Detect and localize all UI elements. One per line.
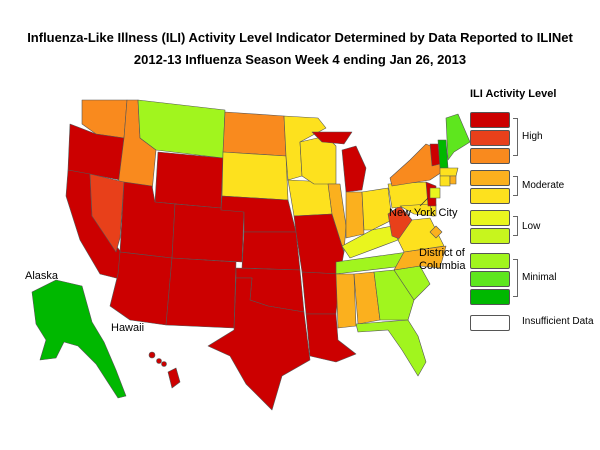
- legend-swatch-level-3: [470, 253, 510, 269]
- state-texas: [207, 277, 311, 411]
- label-hawaii: Hawaii: [111, 322, 145, 334]
- state-arizona: [109, 251, 173, 326]
- state-iowa: [287, 179, 333, 217]
- state-new-mexico: [165, 257, 237, 329]
- hawaii-island-2: [156, 358, 162, 364]
- label-dc-line1: District of: [419, 247, 465, 259]
- legend-swatch-level-9: [470, 130, 510, 146]
- hawaii-island-1: [148, 351, 156, 359]
- legend-bracket-moderate: [513, 176, 518, 196]
- state-massachusetts: [439, 167, 459, 177]
- label-dc-line2: Columbia: [419, 260, 466, 272]
- label-new-york-city: New York City: [389, 207, 458, 219]
- legend-swatch-level-8: [470, 148, 510, 164]
- state-indiana: [345, 191, 365, 239]
- state-illinois: [327, 183, 347, 253]
- state-south-dakota: [221, 151, 289, 201]
- state-georgia: [373, 269, 415, 321]
- state-wisconsin: [299, 135, 337, 185]
- map-subtitle: 2012-13 Influenza Season Week 4 ending J…: [133, 52, 467, 67]
- legend-bracket-high: [513, 118, 518, 156]
- state-arkansas: [301, 271, 341, 315]
- legend-swatch-level-1: [470, 289, 510, 305]
- legend-label-low: Low: [522, 221, 541, 232]
- state-alaska: [31, 279, 127, 399]
- legend-swatch-level-6: [470, 188, 510, 204]
- hawaii-island-3: [161, 361, 167, 367]
- dc-marker: [429, 225, 443, 239]
- state-mississippi: [335, 273, 357, 329]
- nyc-leader-line: [419, 197, 429, 207]
- state-new-hampshire: [437, 139, 449, 169]
- legend-swatch-level-7: [470, 170, 510, 186]
- legend-bracket-minimal: [513, 259, 518, 297]
- label-alaska: Alaska: [25, 270, 59, 282]
- legend-label-high: High: [522, 131, 543, 142]
- legend-swatch-level-2: [470, 271, 510, 287]
- state-louisiana: [305, 313, 357, 363]
- state-hawaii: [167, 367, 181, 389]
- state-montana: [137, 99, 226, 159]
- state-rhode-island: [449, 175, 457, 185]
- state-north-dakota: [222, 111, 287, 157]
- map-title: Influenza-Like Illness (ILI) Activity Le…: [27, 30, 573, 45]
- state-connecticut: [439, 175, 451, 187]
- state-florida: [355, 319, 427, 377]
- state-nevada: [89, 173, 125, 253]
- legend-swatch-level-10: [470, 112, 510, 128]
- state-ohio: [361, 187, 393, 231]
- state-michigan-lower: [341, 145, 367, 193]
- legend-swatch-level-5: [470, 210, 510, 226]
- state-wyoming: [154, 151, 224, 209]
- legend-label-insufficient: Insufficient Data: [522, 316, 594, 327]
- legend-label-minimal: Minimal: [522, 272, 557, 283]
- state-maine: [445, 113, 471, 161]
- state-kansas: [241, 231, 301, 271]
- legend-bracket-low: [513, 216, 518, 236]
- legend-label-moderate: Moderate: [522, 180, 565, 191]
- new-york-city-marker: [429, 187, 441, 199]
- state-colorado: [171, 203, 245, 263]
- legend-swatch-level-4: [470, 228, 510, 244]
- legend-title: ILI Activity Level: [470, 88, 557, 100]
- legend-swatch-insufficient: [470, 315, 510, 331]
- state-michigan-upper: [311, 131, 353, 145]
